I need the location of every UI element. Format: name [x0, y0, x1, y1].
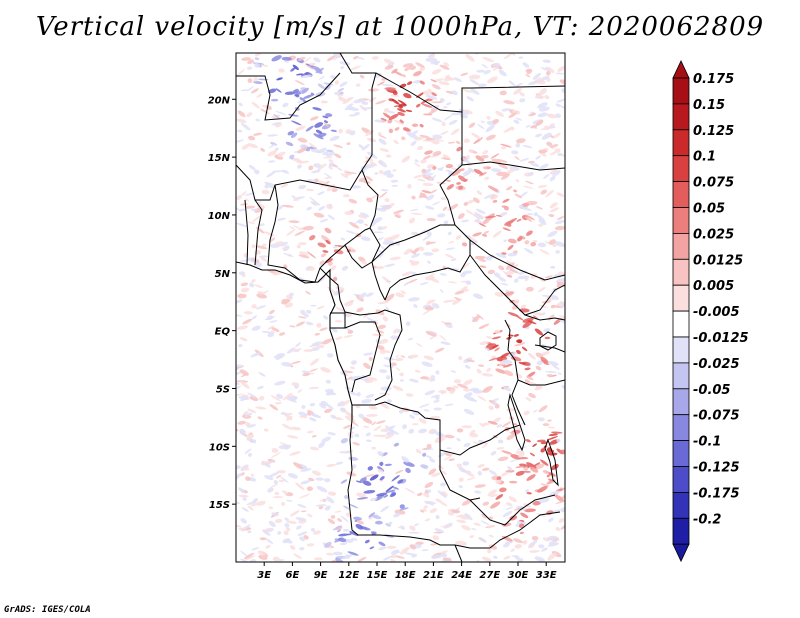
colorbar-label: -0.025 — [693, 357, 740, 372]
lon-tick-label: 3E — [257, 570, 271, 581]
colorbar-label: 0.025 — [693, 227, 734, 242]
lat-tick-label: 20N — [208, 95, 231, 106]
lon-tick-label: 18E — [395, 570, 416, 581]
colorbar-segment — [672, 129, 690, 157]
colorbar-label: 0.005 — [693, 279, 734, 294]
colorbar-label: 0.175 — [693, 72, 734, 87]
lon-tick-label: 15E — [367, 570, 388, 581]
colorbar: 0.175 0.15 0.125 0.1 0.075 0.05 0.025 0.0125 0.0… — [672, 60, 749, 563]
colorbar-segment — [672, 284, 690, 312]
colorbar-segment — [672, 77, 690, 105]
colorbar-label: 0.075 — [693, 176, 734, 191]
colorbar-label: -0.125 — [693, 461, 740, 476]
page-title: Vertical velocity [m/s] at 1000hPa, VT: … — [35, 12, 765, 42]
colorbar-top-arrow — [672, 60, 690, 79]
lon-tick-label: 30E — [508, 570, 529, 581]
lat-tick-label: EQ — [215, 327, 231, 338]
coastline — [236, 261, 353, 420]
colorbar-label: 0.05 — [693, 202, 725, 217]
lat-tick-label: 15S — [209, 500, 230, 511]
colorbar-label: -0.1 — [693, 435, 721, 450]
lat-tick-label: 10S — [209, 442, 230, 453]
colorbar-segment — [672, 491, 690, 519]
map-frame — [235, 52, 566, 563]
colorbar-segment — [672, 414, 690, 442]
colorbar-bottom-arrow — [672, 543, 690, 563]
lon-tick-label: 24E — [451, 570, 472, 581]
lat-tick-label: 5S — [216, 384, 230, 395]
colorbar-segment — [672, 207, 690, 234]
lon-tick-label: 6E — [286, 570, 300, 581]
lat-tick-label: 10N — [208, 211, 231, 222]
colorbar-segment — [672, 336, 690, 364]
lat-tick-label: 15N — [208, 153, 231, 164]
country-borders — [236, 53, 565, 562]
colorbar-label: -0.2 — [693, 512, 721, 527]
colorbar-segment — [672, 517, 690, 545]
lon-tick-label: 33E — [536, 570, 557, 581]
colorbar-segment — [672, 310, 690, 338]
colorbar-label: -0.175 — [693, 486, 740, 501]
grads-credit: GrADS: IGES/COLA — [4, 605, 91, 615]
colorbar-segment — [672, 155, 690, 182]
lon-tick-label: 9E — [314, 570, 328, 581]
colorbar-segment — [672, 388, 690, 416]
longitude-axis: 3E 6E 9E 12E 15E 18E 21E 24E 27E 30E 33E — [257, 562, 557, 581]
latitude-axis: 20N 15N 10N 5N EQ 5S 10S 15S — [208, 95, 236, 511]
colorbar-segment — [672, 258, 690, 286]
colorbar-label: 0.1 — [693, 150, 716, 165]
colorbar-label: -0.05 — [693, 383, 730, 398]
lon-tick-label: 21E — [423, 570, 444, 581]
lat-tick-label: 5N — [215, 269, 231, 280]
colorbar-segment — [672, 440, 690, 467]
lon-tick-label: 12E — [338, 570, 359, 581]
colorbar-segment — [672, 181, 690, 208]
colorbar-label: -0.075 — [693, 409, 740, 424]
lon-tick-label: 27E — [479, 570, 500, 581]
colorbar-label: -0.0125 — [693, 331, 749, 346]
colorbar-label: 0.0125 — [693, 253, 743, 268]
colorbar-segment — [672, 466, 690, 493]
colorbar-segment — [672, 103, 690, 131]
colorbar-segment — [672, 362, 690, 390]
colorbar-segment — [672, 232, 690, 260]
colorbar-label: 0.125 — [693, 124, 734, 139]
colorbar-label: 0.15 — [693, 98, 725, 113]
colorbar-label: -0.005 — [693, 305, 740, 320]
